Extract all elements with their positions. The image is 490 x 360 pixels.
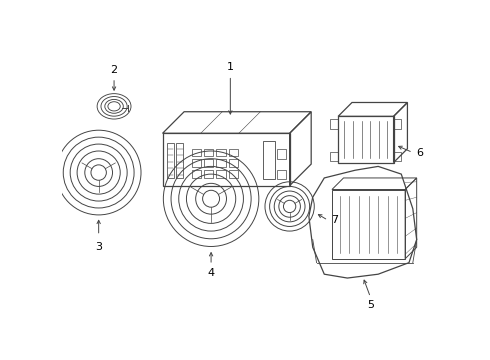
Bar <box>163 133 290 186</box>
Bar <box>204 159 214 167</box>
Bar <box>217 159 226 167</box>
Bar <box>192 159 201 167</box>
Bar <box>217 170 226 178</box>
Bar <box>229 149 238 156</box>
Text: 4: 4 <box>208 268 215 278</box>
Bar <box>276 170 286 180</box>
Text: 3: 3 <box>95 242 102 252</box>
Bar <box>204 149 214 156</box>
Text: 1: 1 <box>227 62 234 72</box>
Text: 6: 6 <box>416 148 424 158</box>
Bar <box>276 149 286 159</box>
Bar <box>176 143 183 178</box>
Bar <box>338 116 393 163</box>
Bar <box>192 170 201 178</box>
Bar <box>192 149 201 156</box>
Bar <box>229 159 238 167</box>
Bar <box>393 152 401 161</box>
Bar <box>330 120 338 129</box>
Bar <box>330 152 338 161</box>
Text: 7: 7 <box>331 215 338 225</box>
Bar <box>204 170 214 178</box>
Text: 5: 5 <box>367 300 374 310</box>
Bar <box>217 149 226 156</box>
Bar <box>332 189 405 259</box>
Bar <box>393 120 401 129</box>
Bar <box>167 143 174 178</box>
Bar <box>229 170 238 178</box>
Text: 2: 2 <box>111 65 118 75</box>
Bar <box>263 141 275 180</box>
